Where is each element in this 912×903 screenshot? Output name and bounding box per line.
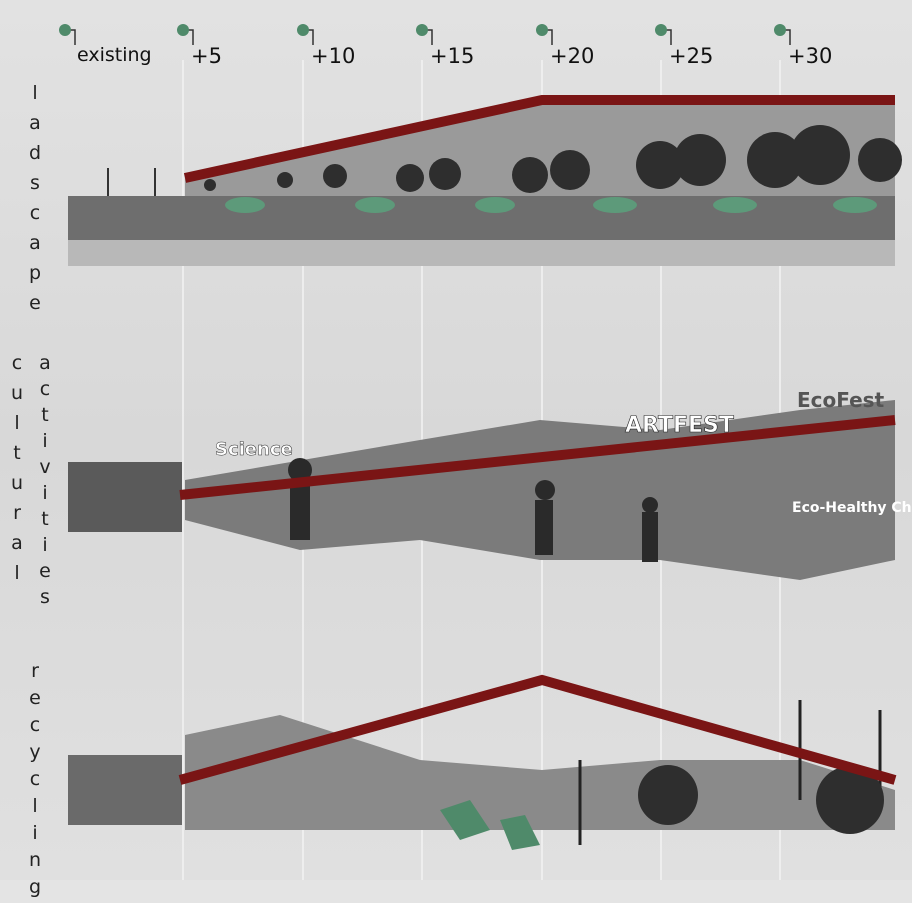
row-label: ladscape xyxy=(24,82,46,322)
timeline-marker xyxy=(177,24,189,36)
timeline-label: +25 xyxy=(669,44,714,68)
row-label: activities xyxy=(34,352,56,612)
timeline-label: +20 xyxy=(550,44,595,68)
cultural-band xyxy=(68,400,896,580)
timeline-marker xyxy=(297,24,309,36)
timeline-label: +30 xyxy=(788,44,833,68)
row-label: recycling xyxy=(24,660,46,903)
image-text: EcoFest xyxy=(797,388,885,412)
timeline-label: +5 xyxy=(191,44,222,68)
timeline-label: +10 xyxy=(311,44,356,68)
timeline-label: +15 xyxy=(430,44,475,68)
timeline-label: existing xyxy=(77,44,152,66)
timeline-marker xyxy=(774,24,786,36)
timeline-marker xyxy=(416,24,428,36)
image-text: ARTFEST xyxy=(625,413,734,438)
timeline-marker xyxy=(536,24,548,36)
landscape-band xyxy=(68,95,902,266)
image-text: Science xyxy=(215,439,293,460)
canvas: Science ARTFEST EcoFest Eco-Healthy Chil… xyxy=(59,24,912,880)
timeline-marker xyxy=(655,24,667,36)
row-label: cultural xyxy=(6,352,28,592)
recycling-band xyxy=(68,674,897,850)
timeline-marker xyxy=(59,24,71,36)
image-text: Eco-Healthy Child Care xyxy=(792,500,912,516)
